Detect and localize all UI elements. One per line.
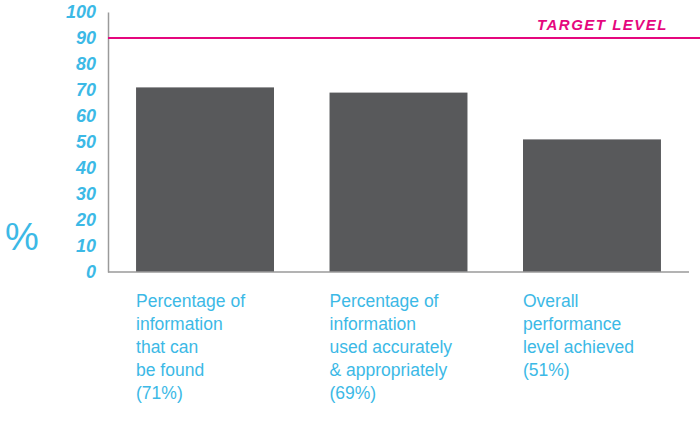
category-label: Overall performance level achieved (51%) [523, 291, 634, 380]
y-axis: 0 10 20 30 40 50 60 70 80 90 100 [66, 2, 109, 282]
y-tick-label: 10 [76, 236, 96, 256]
y-tick-label: 20 [75, 210, 96, 230]
category-label: Percentage of information that can be found… [136, 291, 245, 403]
category-label-line: information [330, 314, 417, 334]
y-tick: 70 [76, 80, 108, 100]
y-tick: 50 [76, 132, 108, 152]
y-tick-label: 70 [76, 80, 96, 100]
y-tick-label: 100 [66, 2, 96, 22]
chart-svg: 0 10 20 30 40 50 60 70 80 90 100% TARGET LEVEL Perce… [0, 0, 700, 431]
category-label: Percentage of information used accurately &… [330, 291, 453, 403]
y-tick-label: 90 [76, 28, 96, 48]
y-tick: 20 [75, 210, 108, 230]
target-label: TARGET LEVEL [537, 16, 668, 33]
bar [523, 139, 661, 272]
y-tick: 90 [76, 28, 108, 48]
category-label-line: (69%) [330, 383, 377, 403]
y-tick-label: 50 [76, 132, 96, 152]
category-label-line: performance [523, 314, 621, 334]
y-tick-label: 30 [76, 184, 96, 204]
category-label-line: level achieved [523, 337, 634, 357]
bar [136, 87, 274, 272]
target-line [108, 37, 700, 39]
y-tick-label: 0 [86, 262, 96, 282]
category-label-line: that can [136, 337, 198, 357]
bars [136, 87, 661, 272]
category-label-line: (71%) [136, 383, 183, 403]
bar [330, 93, 468, 272]
category-label-line: (51%) [523, 360, 570, 380]
y-tick-label: 80 [76, 54, 96, 74]
y-tick: 100 [66, 2, 108, 22]
category-label-line: & appropriately [330, 360, 448, 380]
y-tick-label: 60 [76, 106, 96, 126]
x-labels: Percentage of information that can be found… [136, 291, 634, 403]
y-tick: 60 [76, 106, 108, 126]
y-tick: 80 [76, 54, 108, 74]
y-tick: 0 [86, 262, 108, 282]
category-label-line: Overall [523, 291, 578, 311]
category-label-line: used accurately [330, 337, 453, 357]
y-tick: 10 [76, 236, 108, 256]
chart-container: 0 10 20 30 40 50 60 70 80 90 100% TARGET LEVEL Perce… [0, 0, 700, 431]
y-tick: 40 [75, 158, 108, 178]
category-label-line: be found [136, 360, 204, 380]
y-tick-label: 40 [75, 158, 96, 178]
x-axis-line [108, 271, 689, 273]
y-tick: 30 [76, 184, 108, 204]
y-axis-title: % [5, 216, 39, 258]
category-label-line: information [136, 314, 223, 334]
y-axis-line [108, 13, 110, 273]
category-label-line: Percentage of [136, 291, 245, 311]
category-label-line: Percentage of [330, 291, 439, 311]
